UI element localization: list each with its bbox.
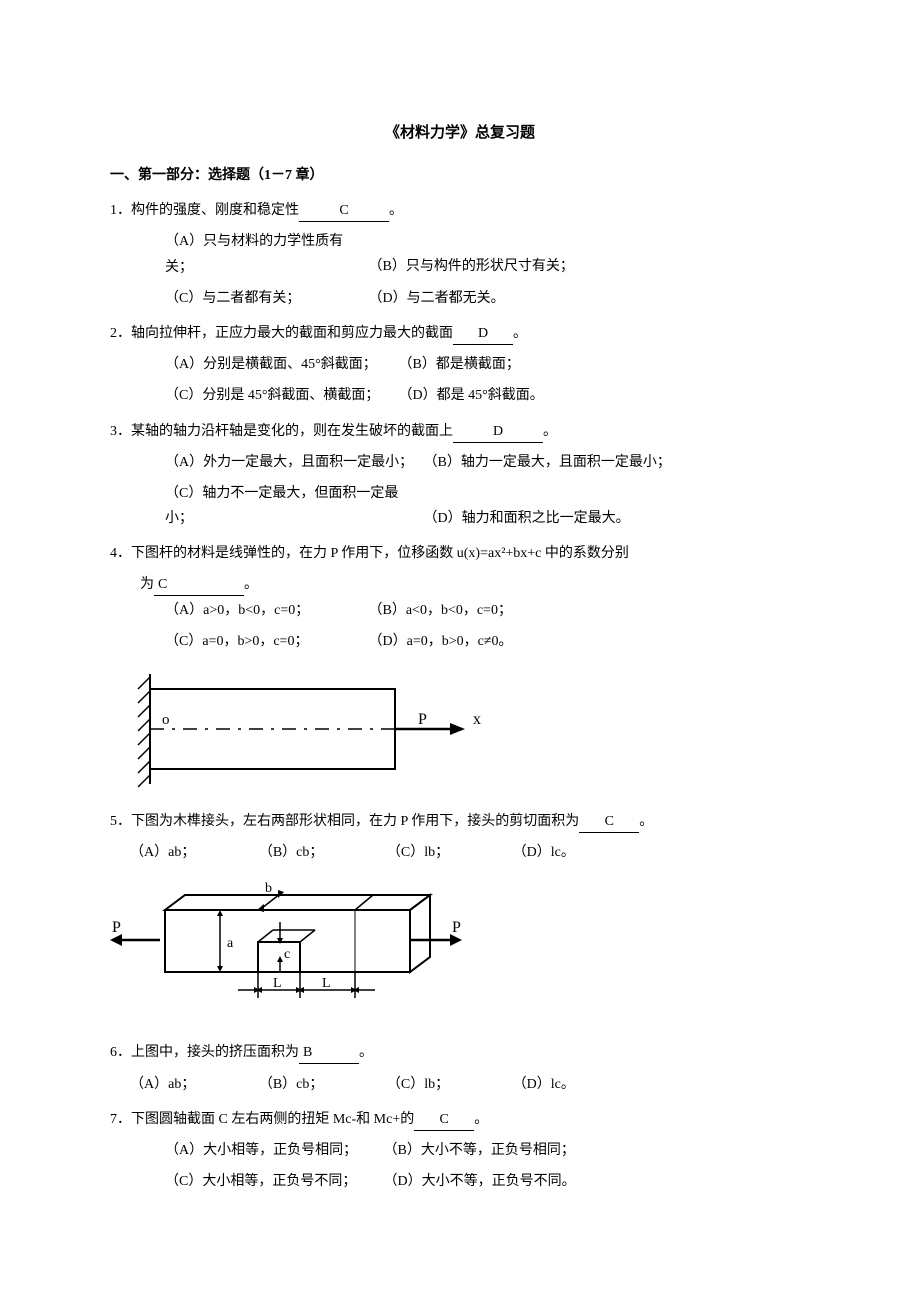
question-7-text: 7．下图圆轴截面 C 左右两侧的扭矩 Mc-和 Mc+的C。 xyxy=(110,1107,810,1132)
q6-answer-blank: B xyxy=(299,1046,359,1064)
q6-opt-c: （C）lb； xyxy=(387,1072,449,1097)
q5-fig-label-P-right: P xyxy=(452,919,461,936)
q7-options: （A）大小相等，正负号相同； （B）大小不等，正负号相同； （C）大小相等，正负… xyxy=(110,1138,810,1194)
question-2: 2．轴向拉伸杆，正应力最大的截面和剪应力最大的截面D。 （A）分别是横截面、45… xyxy=(110,321,810,409)
q5-answer-blank: C xyxy=(579,815,639,833)
q4-fig-label-x: x xyxy=(473,711,481,728)
section-1-header: 一、第一部分：选择题（1－7 章） xyxy=(110,163,810,188)
q5-suffix: 。 xyxy=(639,814,653,829)
q4-fig-label-P: P xyxy=(418,711,427,728)
q1-answer-blank: C xyxy=(299,204,389,222)
q1-options: （A）只与材料的力学性质有关； （B）只与构件的形状尺寸有关； （C）与二者都有… xyxy=(110,229,810,311)
question-3: 3．某轴的轴力沿杆轴是变化的，则在发生破坏的截面上D。 （A）外力一定最大，且面… xyxy=(110,419,810,532)
q5-opt-b: （B）cb； xyxy=(259,840,324,865)
q7-prefix: 7．下图圆轴截面 C 左右两侧的扭矩 Mc-和 Mc+的 xyxy=(110,1112,414,1127)
q5-opt-c: （C）lb； xyxy=(387,840,449,865)
q1-opt-d: （D）与二者都无关。 xyxy=(369,291,505,306)
q4-figure: o P x xyxy=(120,669,810,789)
question-3-text: 3．某轴的轴力沿杆轴是变化的，则在发生破坏的截面上D。 xyxy=(110,419,810,444)
q4-line2-prefix: 为 xyxy=(140,577,154,592)
q1-opt-a: （A）只与材料的力学性质有关； xyxy=(165,229,365,279)
q7-opt-b: （B）大小不等，正负号相同； xyxy=(384,1143,575,1158)
question-4-text-line1: 4．下图杆的材料是线弹性的，在力 P 作用下，位移函数 u(x)=ax²+bx+… xyxy=(110,541,810,566)
q3-answer-blank: D xyxy=(453,425,543,443)
document-title: 《材料力学》总复习题 xyxy=(110,120,810,147)
q2-opt-a: （A）分别是横截面、45°斜截面； xyxy=(165,352,395,377)
q2-prefix: 2．轴向拉伸杆，正应力最大的截面和剪应力最大的截面 xyxy=(110,326,453,341)
q1-opt-c: （C）与二者都有关； xyxy=(165,286,365,311)
q4-line2-suffix: 。 xyxy=(244,577,258,592)
question-6-text: 6．上图中，接头的挤压面积为B。 xyxy=(110,1040,810,1065)
q2-answer-blank: D xyxy=(453,327,513,345)
q5-fig-label-b: b xyxy=(265,881,272,896)
q7-opt-a: （A）大小相等，正负号相同； xyxy=(165,1138,380,1163)
q7-opt-c: （C）大小相等，正负号不同； xyxy=(165,1169,380,1194)
question-2-text: 2．轴向拉伸杆，正应力最大的截面和剪应力最大的截面D。 xyxy=(110,321,810,346)
q3-opt-c: （C）轴力不一定最大，但面积一定最小； xyxy=(165,481,420,531)
q7-opt-d: （D）大小不等，正负号不同。 xyxy=(384,1174,576,1189)
question-6: 6．上图中，接头的挤压面积为B。 （A）ab； （B）cb； （C）lb； （D… xyxy=(110,1040,810,1096)
q2-suffix: 。 xyxy=(513,326,527,341)
q3-opt-a: （A）外力一定最大，且面积一定最小； xyxy=(165,450,420,475)
q5-options: （A）ab； （B）cb； （C）lb； （D）lc。 xyxy=(110,840,810,865)
q6-opt-b: （B）cb； xyxy=(259,1072,324,1097)
q6-prefix: 6．上图中，接头的挤压面积为 xyxy=(110,1045,299,1060)
q5-fig-label-c: c xyxy=(284,947,290,962)
q5-opt-a: （A）ab； xyxy=(130,840,195,865)
q4-fig-label-o: o xyxy=(162,712,170,728)
q7-answer-blank: C xyxy=(414,1113,474,1131)
question-1: 1．构件的强度、刚度和稳定性C。 （A）只与材料的力学性质有关； （B）只与构件… xyxy=(110,198,810,311)
q5-opt-d: （D）lc。 xyxy=(513,840,575,865)
q2-opt-d: （D）都是 45°斜截面。 xyxy=(399,388,544,403)
q4-opt-a: （A）a>0，b<0，c=0； xyxy=(165,598,365,623)
q5-prefix: 5．下图为木榫接头，左右两部形状相同，在力 P 作用下，接头的剪切面积为 xyxy=(110,814,579,829)
question-4: 4．下图杆的材料是线弹性的，在力 P 作用下，位移函数 u(x)=ax²+bx+… xyxy=(110,541,810,789)
q3-options: （A）外力一定最大，且面积一定最小； （B）轴力一定最大，且面积一定最小； （C… xyxy=(110,450,810,532)
q1-suffix: 。 xyxy=(389,203,403,218)
question-1-text: 1．构件的强度、刚度和稳定性C。 xyxy=(110,198,810,223)
q4-opt-c: （C）a=0，b>0，c=0； xyxy=(165,629,365,654)
question-5: 5．下图为木榫接头，左右两部形状相同，在力 P 作用下，接头的剪切面积为C。 （… xyxy=(110,809,810,1020)
q4-opt-b: （B）a<0，b<0，c=0； xyxy=(369,603,512,618)
q1-opt-b: （B）只与构件的形状尺寸有关； xyxy=(369,260,574,275)
q5-fig-label-P-left: P xyxy=(112,919,121,936)
q6-opt-a: （A）ab； xyxy=(130,1072,195,1097)
q6-suffix: 。 xyxy=(359,1045,373,1060)
q6-options: （A）ab； （B）cb； （C）lb； （D）lc。 xyxy=(110,1072,810,1097)
q3-opt-d: （D）轴力和面积之比一定最大。 xyxy=(424,511,630,526)
q3-prefix: 3．某轴的轴力沿杆轴是变化的，则在发生破坏的截面上 xyxy=(110,424,453,439)
q3-suffix: 。 xyxy=(543,424,557,439)
q5-diagram-svg: P P xyxy=(110,880,490,1020)
q7-suffix: 。 xyxy=(474,1112,488,1127)
question-4-text-line2: 为C。 xyxy=(110,572,810,597)
question-5-text: 5．下图为木榫接头，左右两部形状相同，在力 P 作用下，接头的剪切面积为C。 xyxy=(110,809,810,834)
q5-fig-label-a: a xyxy=(227,936,234,951)
q3-opt-b: （B）轴力一定最大，且面积一定最小； xyxy=(424,455,671,470)
q4-opt-d: （D）a=0，b>0，c≠0。 xyxy=(369,634,513,649)
q4-diagram-svg: o P x xyxy=(120,669,500,789)
q4-answer-blank: C xyxy=(154,578,244,596)
q2-opt-b: （B）都是横截面； xyxy=(399,357,520,372)
q2-options: （A）分别是横截面、45°斜截面； （B）都是横截面； （C）分别是 45°斜截… xyxy=(110,352,810,408)
q1-prefix: 1．构件的强度、刚度和稳定性 xyxy=(110,203,299,218)
q6-opt-d: （D）lc。 xyxy=(513,1072,575,1097)
question-7: 7．下图圆轴截面 C 左右两侧的扭矩 Mc-和 Mc+的C。 （A）大小相等，正… xyxy=(110,1107,810,1195)
q2-opt-c: （C）分别是 45°斜截面、横截面； xyxy=(165,383,395,408)
q5-figure: P P xyxy=(110,880,810,1020)
q5-fig-label-L1: L xyxy=(273,976,282,991)
q5-fig-label-L2: L xyxy=(322,976,331,991)
q4-options: （A）a>0，b<0，c=0； （B）a<0，b<0，c=0； （C）a=0，b… xyxy=(110,598,810,654)
